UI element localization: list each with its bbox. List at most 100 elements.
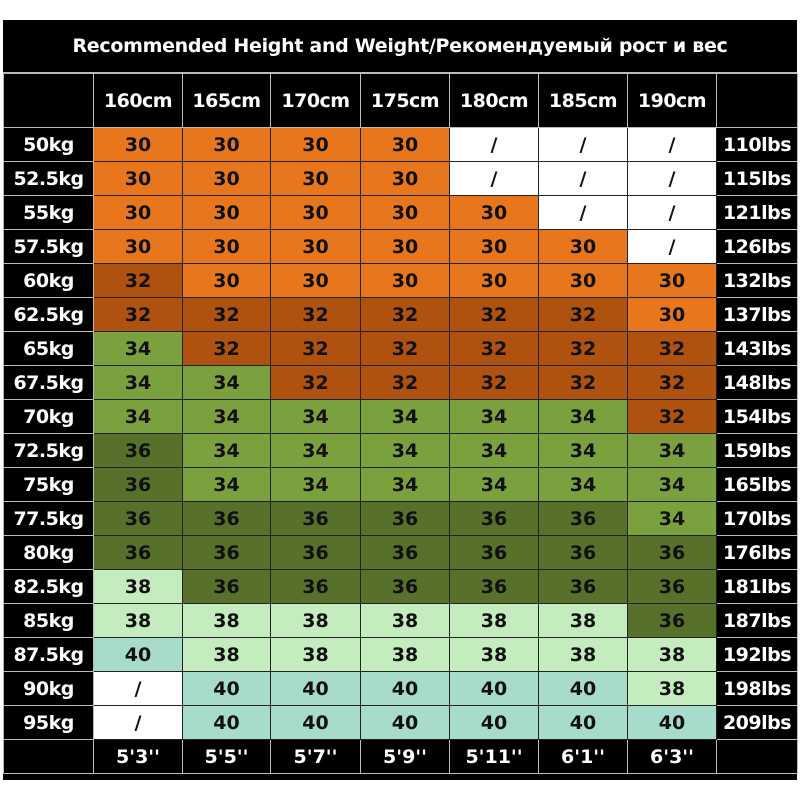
size-cell: 30: [182, 195, 271, 230]
size-cell: 30: [93, 195, 183, 230]
size-cell: 30: [270, 161, 361, 196]
size-cell: /: [627, 229, 717, 264]
row-label-lbs: 137lbs: [716, 297, 798, 332]
column-header-cm: 170cm: [270, 73, 361, 128]
size-cell: 30: [270, 229, 361, 264]
size-cell: 34: [93, 399, 183, 434]
row-label-kg: 75kg: [3, 467, 94, 502]
size-cell: 34: [360, 399, 450, 434]
table-row: 87.5kg 40 38 38 38 38 38 38 192lbs: [3, 637, 798, 672]
table-row: 82.5kg 38 36 36 36 36 36 36 181lbs: [3, 569, 798, 604]
size-cell: 34: [449, 399, 539, 434]
size-cell: 32: [360, 365, 450, 400]
size-cell: 32: [627, 399, 717, 434]
size-cell: 36: [449, 535, 539, 570]
size-cell: 38: [182, 603, 271, 638]
size-cell: 40: [182, 705, 271, 740]
size-cell: 30: [93, 161, 183, 196]
row-label-lbs: 115lbs: [716, 161, 798, 196]
size-cell: 30: [270, 127, 361, 162]
row-label-kg: 65kg: [3, 331, 94, 366]
size-cell: 40: [360, 705, 450, 740]
size-cell: 34: [182, 399, 271, 434]
size-cell: 40: [270, 671, 361, 706]
size-cell: 34: [538, 433, 628, 468]
size-cell: 32: [182, 297, 271, 332]
size-cell: 32: [270, 297, 361, 332]
size-cell: 30: [182, 229, 271, 264]
size-cell: /: [538, 195, 628, 230]
column-header-cm: 190cm: [627, 73, 717, 128]
size-cell: 34: [360, 433, 450, 468]
size-cell: 30: [360, 127, 450, 162]
size-cell: 30: [93, 127, 183, 162]
column-header-cm: 160cm: [93, 73, 183, 128]
row-label-kg: 55kg: [3, 195, 94, 230]
size-cell: 34: [182, 365, 271, 400]
row-label-lbs: 165lbs: [716, 467, 798, 502]
size-cell: 30: [270, 263, 361, 298]
size-cell: 38: [93, 603, 183, 638]
size-cell: 36: [627, 603, 717, 638]
size-cell: 32: [93, 297, 183, 332]
column-footer-ft: 5'11'': [449, 739, 539, 774]
row-label-kg: 52.5kg: [3, 161, 94, 196]
table-row: 57.5kg 30 30 30 30 30 30/126lbs: [3, 229, 798, 264]
size-cell: 38: [627, 671, 717, 706]
row-label-lbs: 143lbs: [716, 331, 798, 366]
table-row: 75kg 36 34 34 34 34 34 34 165lbs: [3, 467, 798, 502]
size-cell: 36: [538, 569, 628, 604]
table-row: 62.5kg 32 32 32 32 32 32 30 137lbs: [3, 297, 798, 332]
size-cell: /: [93, 705, 183, 740]
size-cell: 32: [360, 331, 450, 366]
size-cell: 36: [449, 569, 539, 604]
size-cell: 36: [270, 569, 361, 604]
table-row: 67.5kg 34 34 32 32 32 32 32 148lbs: [3, 365, 798, 400]
size-cell: 30: [360, 229, 450, 264]
row-label-lbs: 176lbs: [716, 535, 798, 570]
size-cell: 30: [360, 195, 450, 230]
column-footer-ft: 5'3'': [93, 739, 183, 774]
size-cell: 32: [360, 297, 450, 332]
size-cell: 38: [538, 637, 628, 672]
size-cell: 32: [449, 297, 539, 332]
size-cell: /: [449, 127, 539, 162]
size-cell: 40: [538, 671, 628, 706]
size-cell: 34: [360, 467, 450, 502]
column-header-cm: 165cm: [182, 73, 271, 128]
size-cell: 34: [538, 467, 628, 502]
size-cell: 38: [182, 637, 271, 672]
size-cell: 34: [627, 501, 717, 536]
column-footer-ft: 5'7'': [270, 739, 361, 774]
size-cell: 32: [627, 331, 717, 366]
size-cell: 32: [538, 297, 628, 332]
row-label-kg: 82.5kg: [3, 569, 94, 604]
table-row: 77.5kg 36 36 36 36 36 36 34 170lbs: [3, 501, 798, 536]
size-cell: 34: [449, 467, 539, 502]
size-cell: 36: [627, 535, 717, 570]
size-cell: 36: [627, 569, 717, 604]
size-cell: 36: [182, 535, 271, 570]
row-label-kg: 67.5kg: [3, 365, 94, 400]
size-cell: 30: [627, 263, 717, 298]
row-label-kg: 77.5kg: [3, 501, 94, 536]
size-cell: 32: [538, 331, 628, 366]
size-cell: 36: [93, 535, 183, 570]
row-label-kg: 90kg: [3, 671, 94, 706]
size-cell: 36: [449, 501, 539, 536]
size-cell: 38: [449, 603, 539, 638]
column-footer-ft: 6'1'': [538, 739, 628, 774]
size-cell: 36: [360, 535, 450, 570]
size-cell: 38: [93, 569, 183, 604]
size-cell: 34: [182, 467, 271, 502]
size-cell: 40: [93, 637, 183, 672]
size-cell: 34: [270, 399, 361, 434]
corner-cell: [716, 739, 798, 774]
size-cell: 36: [270, 501, 361, 536]
size-cell: 30: [182, 161, 271, 196]
size-cell: 30: [449, 229, 539, 264]
size-cell: 40: [270, 705, 361, 740]
size-cell: 30: [182, 127, 271, 162]
size-cell: 36: [538, 501, 628, 536]
size-cell: /: [449, 161, 539, 196]
